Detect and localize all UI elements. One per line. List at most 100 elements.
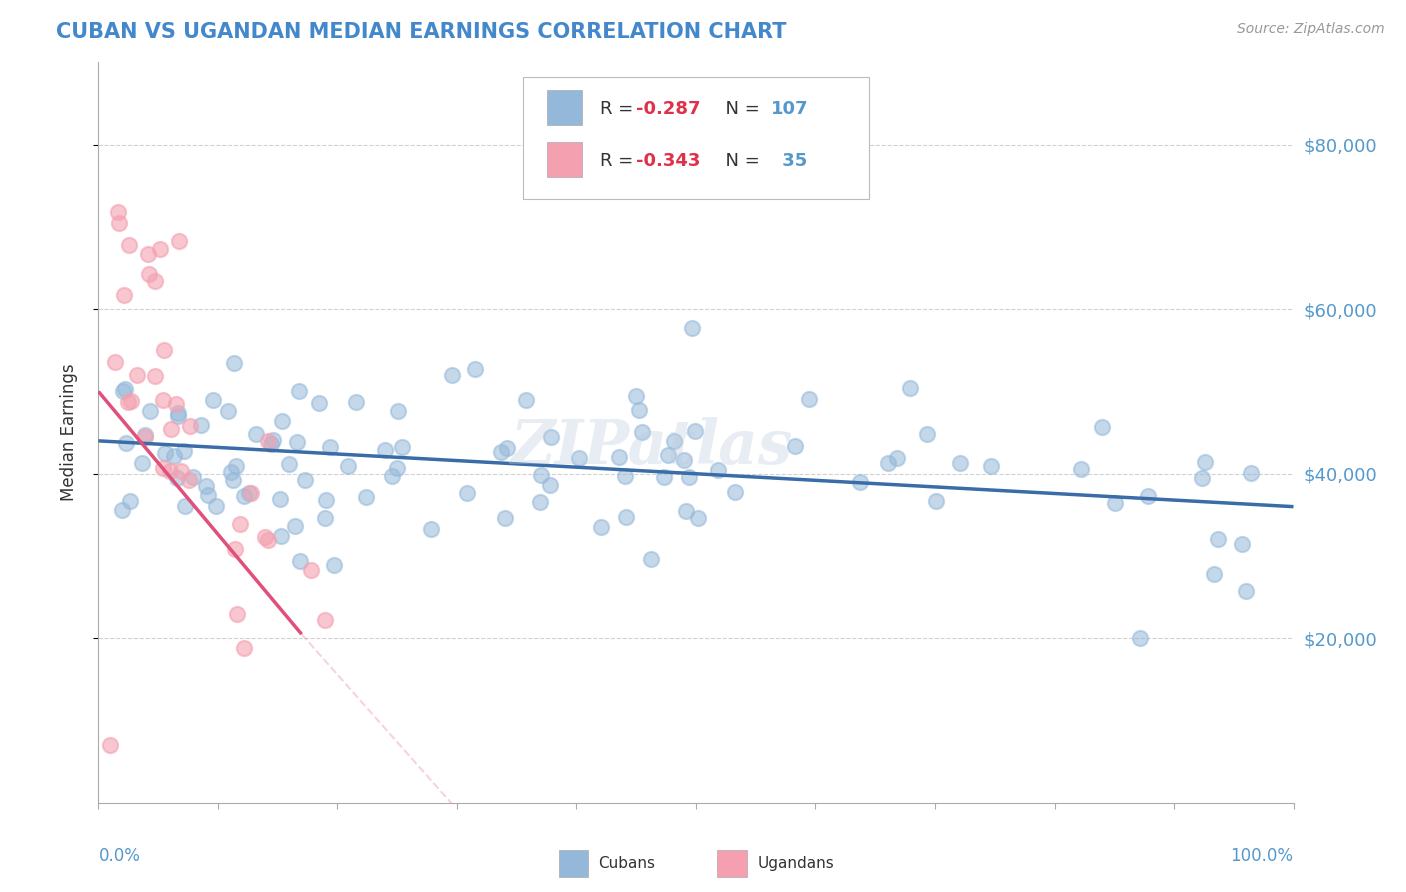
Point (723, 485, 745, 500)
Point (876, 456, 898, 470)
Point (117, 394, 139, 409)
Point (195, 479, 218, 493)
Point (672, 453, 695, 467)
Point (257, 533, 280, 547)
Point (285, 435, 308, 450)
Point (134, 430, 156, 444)
Point (262, 433, 284, 447)
Point (120, 493, 142, 508)
Point (491, 444, 513, 458)
Point (219, 465, 242, 479)
Point (323, 558, 346, 572)
Point (159, 464, 181, 478)
Point (337, 458, 360, 473)
Point (662, 434, 685, 448)
Point (441, 368, 464, 383)
Point (849, 475, 872, 489)
Text: -0.287: -0.287 (636, 100, 700, 118)
Point (149, 242, 172, 256)
Point (630, 425, 652, 439)
Point (143, 274, 166, 288)
Point (222, 473, 245, 487)
Text: Ugandans: Ugandans (758, 856, 835, 871)
Point (127, 368, 149, 382)
Point (139, 403, 162, 417)
Point (152, 343, 174, 357)
Point (112, 288, 135, 302)
Point (107, 216, 129, 230)
Point (624, 389, 647, 403)
Point (613, 469, 636, 483)
Text: 100.0%: 100.0% (1230, 847, 1294, 865)
Point (1240, 466, 1263, 480)
Text: ZIPat: ZIPat (510, 417, 696, 477)
Y-axis label: Median Earnings: Median Earnings (59, 364, 77, 501)
Point (238, 485, 260, 500)
Point (131, 456, 153, 470)
Point (925, 493, 948, 508)
Point (166, 471, 188, 485)
Point (1069, 462, 1091, 476)
Point (134, 428, 156, 442)
Point (179, 418, 201, 433)
Point (181, 470, 204, 484)
Point (224, 356, 246, 370)
Point (785, 439, 807, 453)
Point (166, 409, 188, 424)
Point (980, 459, 1002, 474)
Point (205, 500, 228, 514)
Point (165, 397, 187, 411)
Text: R =: R = (600, 152, 640, 169)
Point (259, 437, 281, 451)
Text: las: las (696, 417, 793, 477)
Point (1091, 419, 1114, 434)
Point (314, 614, 336, 628)
Point (114, 436, 136, 450)
Point (217, 403, 239, 417)
Point (387, 403, 409, 417)
Point (173, 444, 195, 458)
Point (138, 267, 160, 281)
Text: N =: N = (714, 152, 765, 169)
Point (110, 502, 132, 516)
Point (797, 392, 820, 406)
Point (240, 486, 263, 500)
Point (1104, 495, 1126, 509)
Point (391, 440, 413, 454)
Point (1206, 533, 1229, 547)
Point (374, 442, 396, 457)
Point (675, 504, 697, 518)
Text: 35: 35 (776, 152, 807, 169)
Point (190, 417, 212, 432)
Text: R =: R = (600, 100, 640, 118)
Point (496, 441, 519, 455)
Point (308, 396, 330, 410)
Point (1129, 632, 1152, 646)
Point (898, 381, 921, 395)
FancyBboxPatch shape (547, 90, 582, 126)
Point (290, 553, 312, 567)
Point (640, 552, 662, 566)
Point (568, 451, 591, 466)
Point (628, 403, 651, 417)
Point (294, 473, 316, 487)
Point (915, 426, 938, 441)
Point (614, 510, 637, 524)
Point (120, 394, 142, 409)
Text: CUBAN VS UGANDAN MEDIAN EARNINGS CORRELATION CHART: CUBAN VS UGANDAN MEDIAN EARNINGS CORRELA… (56, 22, 787, 42)
Point (174, 499, 197, 513)
FancyBboxPatch shape (717, 850, 748, 877)
Point (136, 246, 159, 260)
Point (98, 738, 122, 752)
Text: Source: ZipAtlas.com: Source: ZipAtlas.com (1237, 22, 1385, 37)
Point (177, 473, 200, 487)
Point (456, 485, 478, 500)
Point (354, 490, 377, 504)
Point (652, 470, 675, 484)
Point (256, 434, 278, 448)
Text: 107: 107 (772, 100, 808, 118)
Point (314, 510, 336, 524)
Point (163, 449, 186, 463)
Point (232, 640, 254, 655)
Point (229, 517, 252, 532)
